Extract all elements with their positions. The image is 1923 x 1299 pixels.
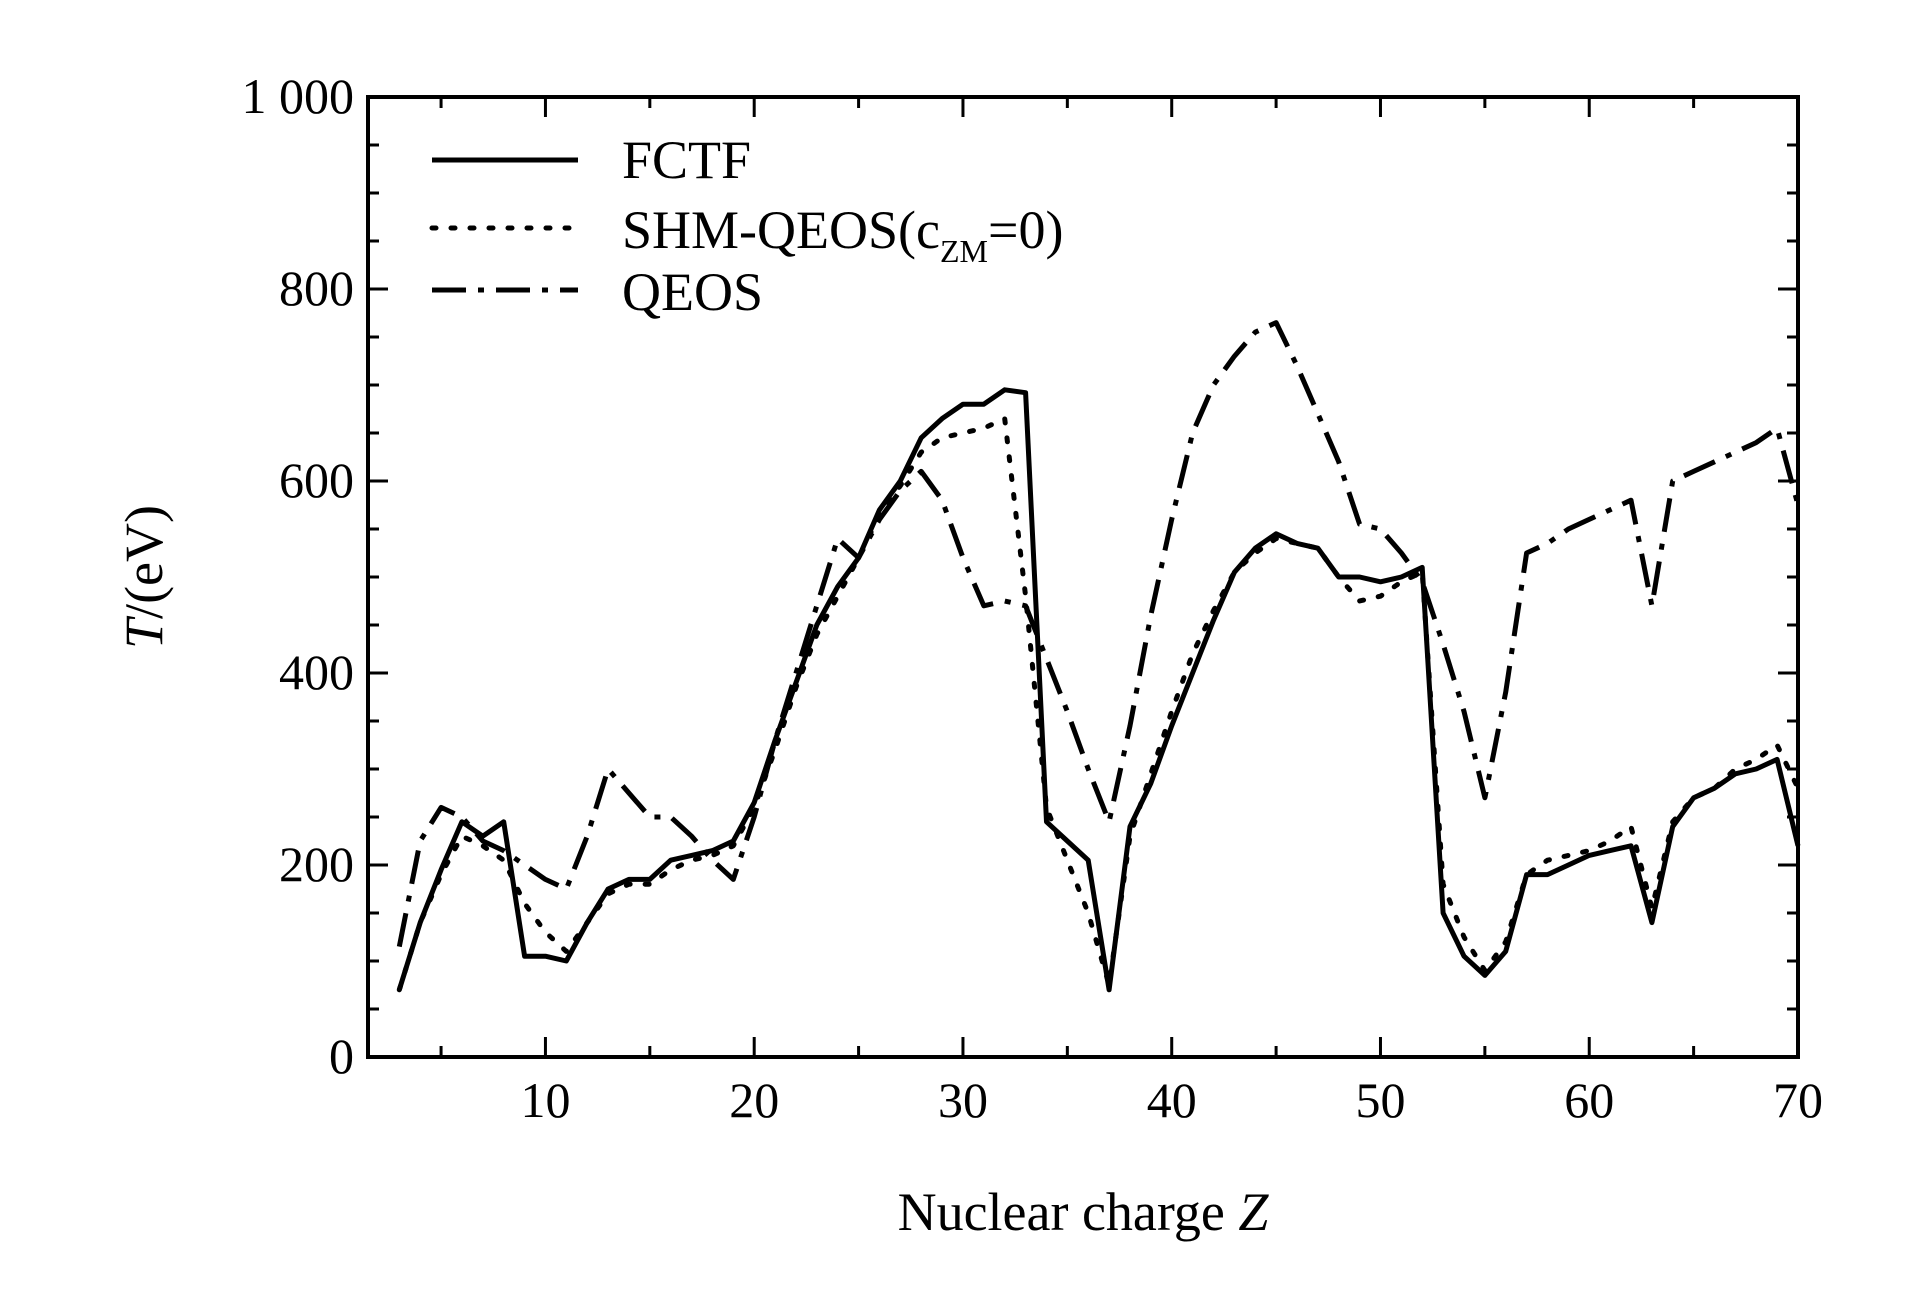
y-axis-ticks: 0 200 400 600 800 1 000 xyxy=(242,68,1798,1084)
x-axis-title: Nuclear charge Z xyxy=(898,1182,1270,1242)
series-layer xyxy=(396,320,1801,993)
x-tick-label: 10 xyxy=(520,1072,570,1128)
legend-label-shm-qeos-sub: ZM xyxy=(940,233,988,269)
y-tick-label: 600 xyxy=(279,452,354,508)
y-axis-title: T/(eV) xyxy=(114,505,174,649)
legend-label-shm-qeos-tail: =0) xyxy=(988,200,1063,260)
y-tick-label: 0 xyxy=(329,1028,354,1084)
x-tick-label: 40 xyxy=(1147,1072,1197,1128)
y-tick-label: 400 xyxy=(279,644,354,700)
y-tick-label: 1 000 xyxy=(242,68,355,124)
x-tick-label: 50 xyxy=(1355,1072,1405,1128)
x-tick-label: 70 xyxy=(1773,1072,1823,1128)
series-line-qeos xyxy=(396,320,1801,948)
x-tick-label: 30 xyxy=(938,1072,988,1128)
y-tick-label: 200 xyxy=(279,836,354,892)
x-tick-label: 20 xyxy=(729,1072,779,1128)
x-tick-label: 60 xyxy=(1564,1072,1614,1128)
legend-label-qeos: QEOS xyxy=(622,262,763,322)
legend-label-shm-qeos: SHM-QEOS(cZM=0) xyxy=(622,200,1063,269)
x-axis-ticks: 10 20 30 40 50 60 70 xyxy=(439,97,1823,1128)
series-line-fctf xyxy=(396,387,1801,993)
legend-label-fctf: FCTF xyxy=(622,130,751,190)
series-line-shm-qeos xyxy=(396,416,1801,993)
legend: FCTF SHM-QEOS(cZM=0) QEOS xyxy=(429,130,1063,322)
y-tick-label: 800 xyxy=(279,260,354,316)
plot-frame xyxy=(366,95,1800,1059)
